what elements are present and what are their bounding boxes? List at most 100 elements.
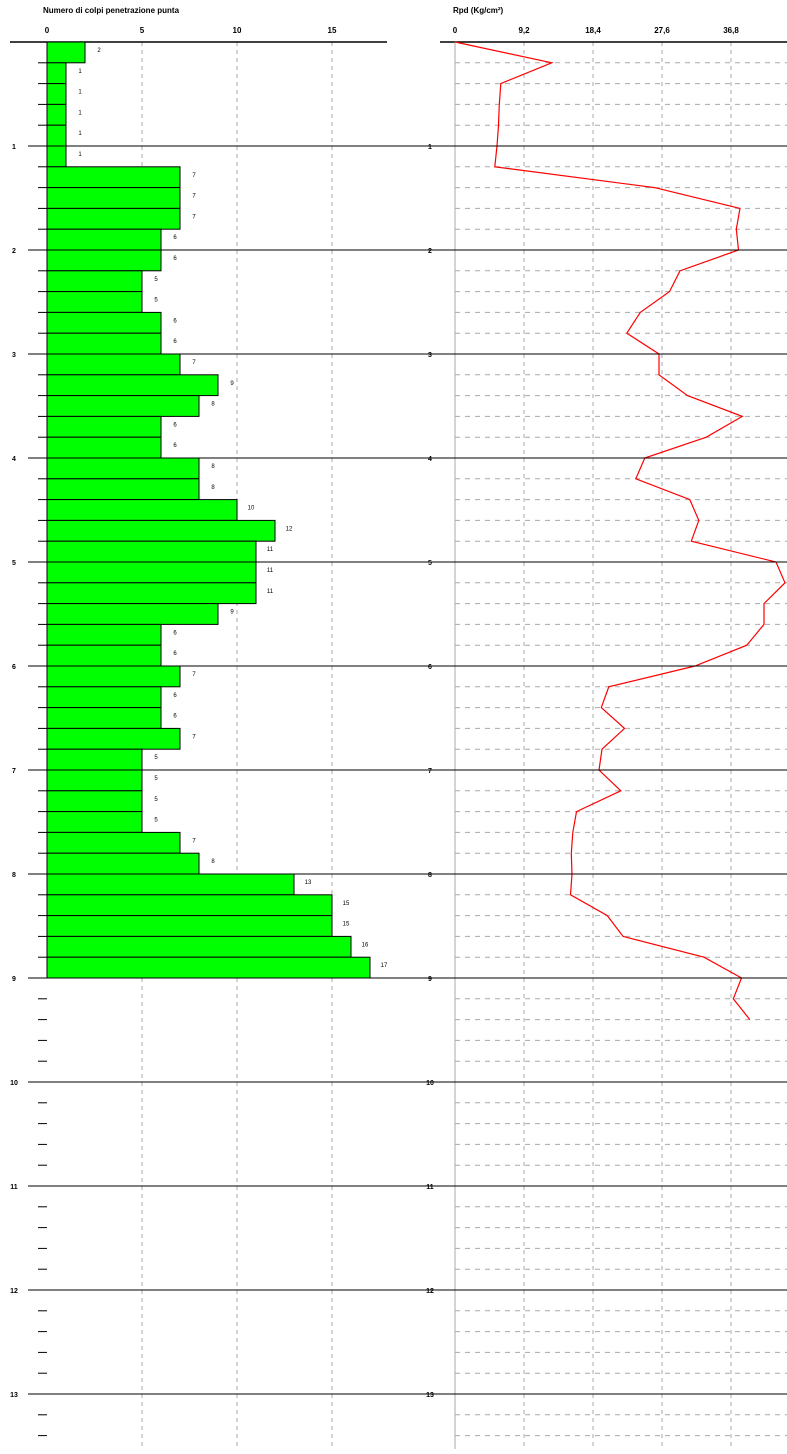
bar-value-label: 5	[154, 776, 158, 782]
bar	[47, 271, 142, 292]
bar-value-label: 1	[78, 90, 82, 96]
bar-value-label: 1	[78, 131, 82, 137]
bar	[47, 624, 161, 645]
bar-value-label: 5	[154, 298, 158, 304]
depth-label-right: 10	[426, 1080, 434, 1087]
bar-value-label: 9	[230, 381, 234, 387]
depth-label-left: 8	[12, 872, 16, 879]
bar	[47, 229, 161, 250]
bar-value-label: 7	[192, 734, 196, 740]
depth-label-right: 8	[428, 872, 432, 879]
bar	[47, 645, 161, 666]
depth-label-right: 7	[428, 768, 432, 775]
depth-label-right: 9	[428, 976, 432, 983]
rpd-series-line	[455, 42, 785, 1020]
line-x-tick-label: 18,4	[585, 26, 601, 35]
bar	[47, 687, 161, 708]
bar-value-label: 6	[173, 651, 177, 657]
bar-value-label: 7	[192, 214, 196, 220]
bar-x-tick-label: 15	[328, 26, 337, 35]
bar-value-label: 16	[362, 942, 369, 948]
bar-value-label: 6	[173, 339, 177, 345]
depth-label-right: 4	[428, 456, 432, 463]
depth-label-left: 6	[12, 664, 16, 671]
depth-label-right: 11	[426, 1184, 434, 1191]
bar	[47, 500, 237, 521]
bar	[47, 853, 199, 874]
bar	[47, 458, 199, 479]
bar-value-label: 6	[173, 318, 177, 324]
bar	[47, 791, 142, 812]
line-x-tick-label: 9,2	[518, 26, 530, 35]
bar	[47, 749, 142, 770]
bar-value-label: 6	[173, 714, 177, 720]
bar-value-label: 6	[173, 693, 177, 699]
bar-value-label: 8	[211, 859, 215, 865]
bar	[47, 312, 161, 333]
depth-label-right: 3	[428, 352, 432, 359]
bar	[47, 167, 180, 188]
bar-value-label: 17	[381, 963, 388, 969]
bar-value-label: 7	[192, 173, 196, 179]
depth-label-left: 12	[10, 1288, 18, 1295]
depth-label-left: 5	[12, 560, 16, 567]
bar	[47, 770, 142, 791]
line-x-tick-label: 36,8	[723, 26, 739, 35]
bar-value-label: 6	[173, 235, 177, 241]
bar-value-label: 12	[286, 526, 293, 532]
bar-value-label: 7	[192, 838, 196, 844]
depth-label-left: 9	[12, 976, 16, 983]
bar-value-label: 8	[211, 464, 215, 470]
bar	[47, 250, 161, 271]
bar	[47, 895, 332, 916]
bar	[47, 63, 66, 84]
bar	[47, 84, 66, 105]
bar-x-tick-label: 5	[140, 26, 145, 35]
depth-label-left: 11	[10, 1184, 18, 1191]
bar-value-label: 8	[211, 402, 215, 408]
bar-value-label: 9	[230, 610, 234, 616]
depth-label-left: 13	[10, 1392, 18, 1399]
bar-value-label: 6	[173, 256, 177, 262]
bar-value-label: 11	[267, 547, 274, 553]
bar-value-label: 10	[248, 506, 255, 512]
bar	[47, 42, 85, 63]
depth-label-left: 7	[12, 768, 16, 775]
bar	[47, 541, 256, 562]
bar	[47, 666, 180, 687]
depth-label-right: 1	[428, 144, 432, 151]
bar-value-label: 5	[154, 797, 158, 803]
bar	[47, 354, 180, 375]
bar-value-label: 8	[211, 485, 215, 491]
depth-label-right: 6	[428, 664, 432, 671]
bar-x-tick-label: 0	[45, 26, 50, 35]
bar	[47, 479, 199, 500]
bar	[47, 520, 275, 541]
grid-layer	[142, 42, 787, 1449]
bar-value-label: 6	[173, 443, 177, 449]
bar	[47, 333, 161, 354]
bar-value-label: 6	[173, 422, 177, 428]
bar	[47, 812, 142, 833]
depth-label-left: 2	[12, 248, 16, 255]
depth-label-left: 10	[10, 1080, 18, 1087]
bar-value-label: 15	[343, 901, 350, 907]
bar-value-label: 1	[78, 152, 82, 158]
left-chart-title: Numero di colpi penetrazione punta	[43, 6, 180, 15]
bar	[47, 125, 66, 146]
depth-label-right: 13	[426, 1392, 434, 1399]
bar	[47, 832, 180, 853]
bar	[47, 208, 180, 229]
bar	[47, 375, 218, 396]
depth-label-left: 4	[12, 456, 16, 463]
bar	[47, 916, 332, 937]
bar	[47, 936, 351, 957]
bar-value-label: 5	[154, 755, 158, 761]
bar-value-label: 2	[97, 48, 101, 54]
depth-label-left: 1	[12, 144, 16, 151]
bar	[47, 188, 180, 209]
